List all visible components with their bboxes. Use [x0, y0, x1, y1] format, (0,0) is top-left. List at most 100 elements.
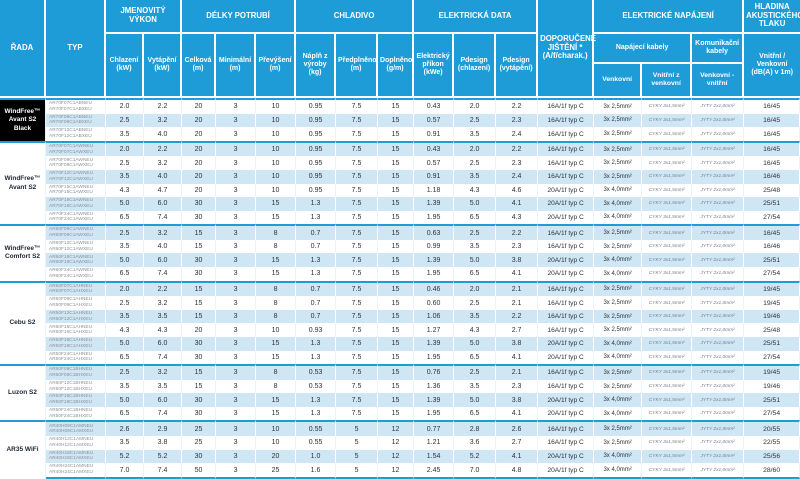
cell-pipe-min: 3	[216, 420, 257, 437]
cell-pipe-min: 3	[216, 364, 257, 380]
cell-heating-kw: 3.2	[144, 296, 183, 310]
cell-pdesign-heating: 4.6	[496, 183, 539, 198]
model-codes: AR70F09C1ABNEU AR70F09C1ABXEU	[46, 113, 106, 128]
cell-pipe-total: 30	[182, 267, 217, 281]
model-codes: AR50F24C1AHNEU AR50F24C1AHXEU	[46, 350, 106, 365]
cell-outdoor-cable: 3x 2,5mm²	[594, 170, 643, 184]
cell-noise-level: 25/51	[744, 253, 800, 268]
cell-precharged-length: 7.5	[336, 224, 379, 240]
cell-pipe-min: 3	[216, 183, 257, 198]
cell-pipe-min: 3	[216, 127, 257, 141]
cell-noise-level: 27/54	[744, 267, 800, 281]
table-row: AR70F15C1AWNEU AR70F15C1AWXEU 4.3 4.7 20 3 10 0…	[0, 183, 800, 198]
cell-noise-level: 19/46	[744, 379, 800, 394]
cell-pdesign-heating: 4.1	[496, 449, 539, 464]
cell-comm-cable: JYTY 2x1,0mm²	[692, 336, 745, 351]
cell-cooling-kw: 6.5	[106, 406, 144, 421]
cell-pipe-elevation: 15	[256, 210, 297, 225]
cell-noise-level: 25/51	[744, 393, 800, 407]
cell-precharged-length: 7.5	[336, 127, 379, 141]
cell-breaker: 16A/1f typ C	[538, 420, 595, 437]
model-codes: AR50F07C1AHNEU AR50F07C1AHXEU	[46, 280, 106, 297]
cell-cooling-kw: 3.5	[106, 309, 144, 324]
cell-pipe-min: 3	[216, 210, 257, 225]
cell-pipe-total: 20	[182, 170, 217, 184]
cell-refrigerant-charge: 0.55	[296, 420, 337, 437]
header-pipe-title: DÉLKY POTRUBÍ	[182, 0, 297, 34]
cell-pipe-elevation: 20	[256, 449, 297, 464]
cell-pdesign-cooling: 3.5	[454, 309, 497, 324]
cell-indoor-cable: CYKY 3x1,5mm²	[642, 323, 693, 337]
cell-additional-charge: 12	[378, 420, 415, 437]
cell-breaker: 16A/1f typ C	[538, 113, 595, 128]
cell-pipe-min: 3	[216, 350, 257, 365]
cell-breaker: 16A/1f typ C	[538, 323, 595, 337]
cell-heating-kw: 3.2	[144, 224, 183, 240]
cell-outdoor-cable: 3x 2,5mm²	[594, 379, 643, 394]
cell-additional-charge: 15	[378, 239, 415, 254]
cell-pdesign-heating: 2.7	[496, 323, 539, 337]
cell-pdesign-heating: 2.3	[496, 379, 539, 394]
cell-heating-kw: 2.9	[144, 420, 183, 437]
cell-pdesign-heating: 2.1	[496, 296, 539, 310]
cell-pipe-min: 3	[216, 436, 257, 450]
cell-power-input: 0.91	[414, 127, 455, 141]
cell-breaker: 16A/1f typ C	[538, 239, 595, 254]
model-codes: AR70F15C1AWNEU AR70F15C1AWXEU	[46, 183, 106, 198]
cell-additional-charge: 12	[378, 449, 415, 464]
cell-heating-kw: 3.8	[144, 436, 183, 450]
cell-pipe-total: 20	[182, 323, 217, 337]
cell-breaker: 20A/1f typ C	[538, 406, 595, 421]
cell-comm-cable: JYTY 2x1,0mm²	[692, 253, 745, 268]
cell-precharged-length: 7.5	[336, 364, 379, 380]
cell-outdoor-cable: 3x 4,0mm²	[594, 253, 643, 268]
cell-cooling-kw: 6.5	[106, 210, 144, 225]
cell-indoor-cable: CYKY 3x1,5mm²	[642, 183, 693, 198]
cell-power-input: 0.60	[414, 296, 455, 310]
cell-additional-charge: 15	[378, 350, 415, 365]
cell-breaker: 20A/1f typ C	[538, 350, 595, 365]
cell-pdesign-heating: 2.2	[496, 98, 539, 114]
cell-breaker: 16A/1f typ C	[538, 436, 595, 450]
cell-precharged-length: 7.5	[336, 406, 379, 421]
cell-indoor-cable: CYKY 3x1,5mm²	[642, 140, 693, 157]
cell-power-input: 1.39	[414, 197, 455, 211]
cell-refrigerant-charge: 1.3	[296, 253, 337, 268]
model-codes: AR50F15C1AHNEU AR50F15C1AHXEU	[46, 323, 106, 337]
cell-comm-cable: JYTY 2x1,0mm²	[692, 309, 745, 324]
cell-pdesign-cooling: 3.6	[454, 436, 497, 450]
cell-pipe-total: 15	[182, 309, 217, 324]
cell-pdesign-cooling: 5.0	[454, 336, 497, 351]
cell-pdesign-heating: 3.8	[496, 336, 539, 351]
cell-noise-level: 16/46	[744, 170, 800, 184]
cell-additional-charge: 15	[378, 336, 415, 351]
cell-breaker: 20A/1f typ C	[538, 393, 595, 407]
cell-additional-charge: 15	[378, 296, 415, 310]
cell-pipe-total: 30	[182, 406, 217, 421]
cell-pipe-min: 3	[216, 406, 257, 421]
cell-pipe-total: 25	[182, 420, 217, 437]
cell-pipe-min: 3	[216, 393, 257, 407]
cell-power-input: 1.95	[414, 406, 455, 421]
cell-comm-cable: JYTY 2x1,0mm²	[692, 350, 745, 365]
cell-refrigerant-charge: 0.7	[296, 309, 337, 324]
cell-noise-level: 25/48	[744, 323, 800, 337]
cell-pdesign-cooling: 6.5	[454, 406, 497, 421]
cell-precharged-length: 7.5	[336, 183, 379, 198]
cell-power-input: 0.57	[414, 113, 455, 128]
model-codes: AR50F09C1BHNEU AR50F09C1BHXEU	[46, 364, 106, 380]
cell-pdesign-heating: 2.1	[496, 364, 539, 380]
cell-pipe-elevation: 10	[256, 140, 297, 157]
cell-pipe-min: 3	[216, 156, 257, 170]
cell-comm-cable: JYTY 2x1,0mm²	[692, 183, 745, 198]
cell-breaker: 20A/1f typ C	[538, 183, 595, 198]
cell-pipe-total: 15	[182, 224, 217, 240]
cell-comm-cable: JYTY 2x1,0mm²	[692, 379, 745, 394]
cell-indoor-cable: CYKY 3x1,5mm²	[642, 449, 693, 464]
table-row: WindFree™ Avant S2 Black AR70F07C1ABNEU AR7…	[0, 98, 800, 141]
cell-heating-kw: 3.5	[144, 309, 183, 324]
cell-noise-level: 19/45	[744, 364, 800, 380]
cell-additional-charge: 15	[378, 253, 415, 268]
cell-refrigerant-charge: 1.3	[296, 336, 337, 351]
cell-cooling-kw: 2.6	[106, 420, 144, 437]
